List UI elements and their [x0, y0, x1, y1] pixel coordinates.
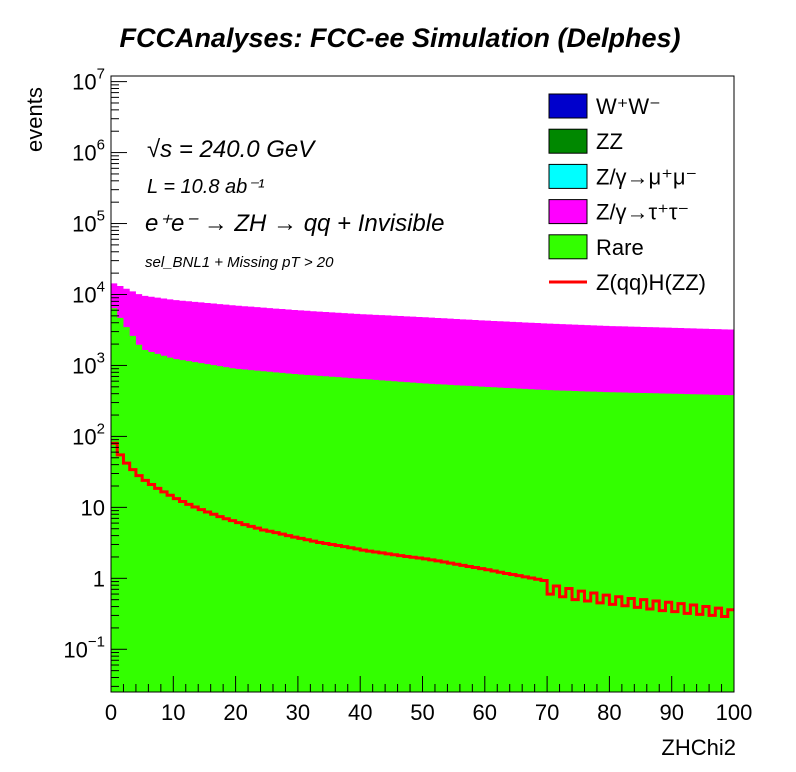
legend-swatch — [548, 199, 588, 225]
legend-label: Z/γ→μ⁺μ⁻ — [596, 164, 697, 189]
x-tick-label: 50 — [410, 700, 434, 725]
y-tick-label: 10−1 — [63, 633, 105, 662]
legend-swatch — [548, 163, 588, 189]
signal-line — [111, 441, 734, 618]
y-tick-label: 102 — [72, 420, 105, 449]
x-tick-label: 60 — [473, 700, 497, 725]
axes: 0 10 20 30 40 50 60 70 80 90 100 10−1 1 10 102 103 104 10… — [63, 66, 752, 725]
x-axis-label: ZHChi2 — [661, 735, 736, 760]
chart-title: FCCAnalyses: FCC-ee Simulation (Delphes) — [119, 23, 680, 53]
legend-label: Z/γ→τ⁺τ⁻ — [596, 200, 689, 225]
process-annotation: e⁺e⁻ → ZH → qq + Invisible — [145, 210, 444, 237]
legend-background — [545, 88, 733, 294]
y-tick-label: 1 — [93, 566, 105, 591]
y-tick-label: 103 — [72, 349, 105, 378]
legend-label: ZZ — [596, 129, 623, 154]
x-tick-label: 10 — [161, 700, 185, 725]
y-tick-label: 107 — [72, 66, 105, 95]
sqrt-s-annotation: √s = 240.0 GeV — [147, 136, 316, 163]
y-axis-label: events — [22, 87, 47, 152]
y-tick-label: 106 — [72, 137, 105, 166]
legend-label: Rare — [596, 235, 644, 260]
x-tick-label: 20 — [223, 700, 247, 725]
y-tick-label: 105 — [72, 208, 105, 237]
legend-swatch — [548, 234, 588, 260]
plot-area — [111, 283, 734, 692]
x-tick-label: 30 — [286, 700, 310, 725]
selection-annotation: sel_BNL1 + Missing pT > 20 — [145, 254, 334, 271]
legend-label: W⁺W⁻ — [596, 94, 661, 119]
x-tick-label: 90 — [659, 700, 683, 725]
x-tick-label: 80 — [597, 700, 621, 725]
x-tick-label: 100 — [716, 700, 753, 725]
annotation-block: √s = 240.0 GeV L = 10.8 ab⁻¹ e⁺e⁻ → ZH →… — [145, 136, 444, 271]
x-tick-label: 40 — [348, 700, 372, 725]
legend-label: Z(qq)H(ZZ) — [596, 270, 706, 295]
legend: W⁺W⁻ ZZ Z/γ→μ⁺μ⁻ Z/γ→τ⁺τ⁻ Rare Z(qq)H(ZZ) — [545, 88, 733, 295]
y-tick-label: 104 — [72, 278, 105, 307]
legend-swatch — [548, 93, 588, 119]
legend-swatch — [548, 128, 588, 154]
y-tick-label: 10 — [81, 495, 105, 520]
luminosity-annotation: L = 10.8 ab⁻¹ — [147, 176, 265, 198]
x-tick-label: 70 — [535, 700, 559, 725]
x-tick-label: 0 — [105, 700, 117, 725]
